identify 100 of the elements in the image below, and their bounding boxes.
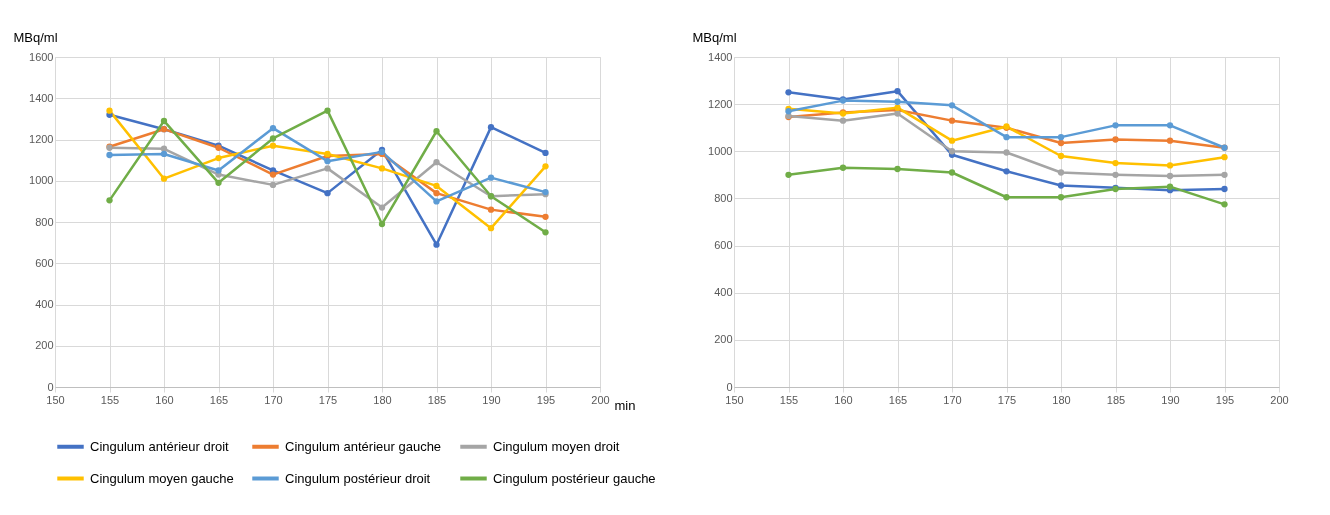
x-tick-label: 160 — [155, 393, 174, 406]
point — [1221, 185, 1228, 193]
point — [1057, 152, 1065, 160]
y-tick-label: 1000 — [29, 174, 54, 187]
point — [106, 107, 113, 114]
x-tick-label: 170 — [264, 393, 283, 406]
point — [487, 123, 495, 131]
legend-label: Cingulum antérieur droit — [90, 438, 230, 454]
y-axis-title: MBq/ml — [692, 29, 737, 45]
point — [487, 174, 495, 181]
point — [433, 198, 440, 205]
point — [1112, 122, 1119, 129]
y-tick-label: 0 — [47, 380, 54, 393]
point — [324, 165, 331, 172]
y-tick-label: 800 — [35, 215, 54, 228]
point — [542, 213, 549, 220]
point — [948, 117, 956, 124]
x-tick-label: 160 — [834, 393, 853, 406]
point — [378, 165, 386, 172]
point — [215, 167, 222, 174]
point — [948, 102, 956, 109]
point — [1112, 136, 1119, 143]
point — [1166, 183, 1174, 190]
point — [1003, 168, 1010, 175]
point — [785, 89, 792, 96]
point — [1221, 201, 1228, 208]
x-tick-label: 175 — [997, 393, 1017, 406]
y-tick-label: 1000 — [708, 144, 733, 157]
x-tick-label: 185 — [1106, 393, 1126, 406]
y-tick-label: 400 — [714, 286, 733, 299]
point — [269, 135, 277, 142]
point — [269, 181, 277, 189]
point — [542, 229, 549, 236]
point — [948, 137, 956, 144]
y-tick-label: 0 — [726, 380, 733, 393]
point — [1166, 137, 1174, 144]
point — [433, 241, 440, 248]
x-tick-label: 155 — [779, 393, 799, 406]
point — [1057, 133, 1065, 141]
point — [160, 117, 168, 125]
point — [433, 182, 440, 190]
x-axis-title: min — [614, 397, 636, 413]
point — [894, 98, 901, 105]
point — [542, 163, 549, 170]
x-tick-label: 195 — [1215, 393, 1235, 406]
legend-label: Cingulum moyen gauche — [90, 470, 234, 486]
point — [106, 151, 113, 159]
y-axis-title: MBq/ml — [13, 29, 58, 45]
point — [1057, 194, 1065, 201]
x-tick-label: 200 — [591, 393, 610, 406]
y-tick-label: 1400 — [708, 50, 733, 63]
x-tick-label: 180 — [373, 393, 392, 406]
point — [1057, 139, 1065, 147]
point — [1112, 159, 1119, 167]
x-tick-label: 150 — [46, 393, 65, 406]
point — [269, 125, 277, 132]
y-tick-label: 200 — [714, 333, 733, 346]
x-tick-label: 165 — [209, 393, 229, 406]
x-tick-label: 150 — [725, 393, 744, 406]
y-tick-label: 1200 — [29, 133, 54, 145]
point — [487, 206, 495, 213]
x-tick-label: 190 — [1161, 393, 1180, 406]
point — [160, 175, 168, 182]
x-tick-label: 200 — [1270, 393, 1289, 406]
point — [1003, 149, 1010, 156]
y-tick-label: 1200 — [708, 97, 733, 110]
point — [1166, 162, 1174, 169]
point — [215, 179, 222, 186]
x-tick-label: 195 — [536, 393, 556, 406]
point — [1166, 172, 1174, 180]
x-tick-label: 185 — [427, 393, 447, 406]
y-tick-label: 800 — [714, 191, 733, 204]
legend-label: Cingulum postérieur droit — [285, 470, 431, 486]
point — [324, 107, 331, 114]
point — [1166, 122, 1174, 129]
x-tick-label: 175 — [318, 393, 338, 406]
point — [894, 110, 901, 117]
point — [1221, 154, 1228, 161]
y-tick-label: 1400 — [29, 91, 54, 104]
x-tick-label: 155 — [100, 393, 120, 406]
point — [1221, 171, 1228, 179]
point — [324, 158, 331, 165]
point — [433, 159, 440, 166]
point — [1057, 169, 1065, 176]
point — [433, 189, 440, 197]
legend-label: Cingulum postérieur gauche — [493, 470, 656, 486]
x-tick-label: 170 — [943, 393, 962, 406]
point — [1003, 133, 1010, 141]
point — [378, 204, 386, 211]
point — [1112, 171, 1119, 179]
point — [378, 220, 386, 228]
point — [160, 150, 168, 158]
point — [269, 171, 277, 178]
point — [106, 197, 113, 204]
point — [487, 225, 495, 232]
point — [269, 142, 277, 149]
point — [839, 164, 847, 171]
y-tick-label: 1600 — [29, 50, 54, 63]
point — [433, 128, 440, 135]
y-tick-label: 600 — [714, 239, 733, 252]
